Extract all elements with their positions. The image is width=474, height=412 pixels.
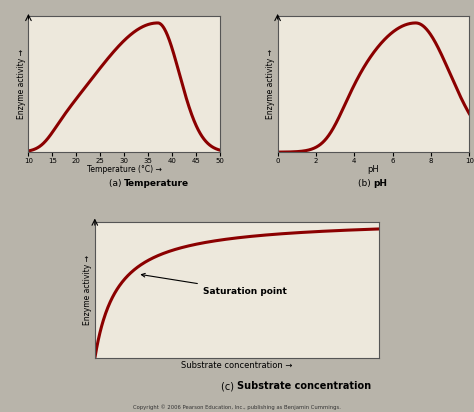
Text: (a): (a) — [109, 179, 124, 188]
Text: pH: pH — [374, 179, 387, 188]
Y-axis label: Enzyme activity →: Enzyme activity → — [17, 49, 26, 119]
Y-axis label: Enzyme activity →: Enzyme activity → — [266, 49, 275, 119]
Text: (c): (c) — [221, 381, 237, 391]
Text: Substrate concentration: Substrate concentration — [237, 381, 371, 391]
X-axis label: Temperature (°C) →: Temperature (°C) → — [87, 165, 162, 174]
Y-axis label: Enzyme activity →: Enzyme activity → — [83, 255, 92, 325]
Text: Saturation point: Saturation point — [141, 274, 287, 295]
X-axis label: Substrate concentration →: Substrate concentration → — [182, 361, 292, 370]
Text: Copyright © 2006 Pearson Education, Inc., publishing as Benjamin Cummings.: Copyright © 2006 Pearson Education, Inc.… — [133, 404, 341, 410]
Text: (b): (b) — [358, 179, 374, 188]
Text: Temperature: Temperature — [124, 179, 190, 188]
X-axis label: pH: pH — [367, 165, 379, 174]
